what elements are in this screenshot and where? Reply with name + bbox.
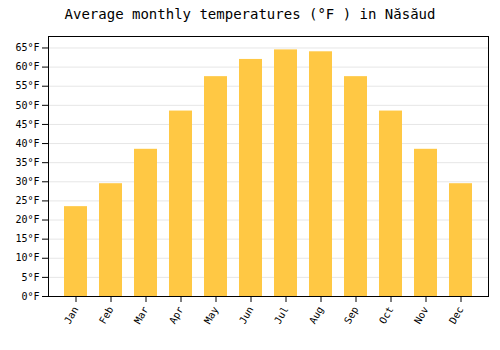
svg-text:15°F: 15°F <box>15 233 39 244</box>
svg-text:55°F: 55°F <box>15 80 39 91</box>
svg-text:25°F: 25°F <box>15 195 39 206</box>
svg-text:Oct: Oct <box>377 305 396 326</box>
svg-text:60°F: 60°F <box>15 61 39 72</box>
html-text:Average monthly temperatures (: Average monthly temperatures (°F ) in Nă… <box>64 6 436 22</box>
svg-text:Mar: Mar <box>132 305 151 326</box>
svg-text:0°F: 0°F <box>21 291 39 302</box>
svg-text:20°F: 20°F <box>15 214 39 225</box>
svg-text:40°F: 40°F <box>15 138 39 149</box>
svg-text:Nov: Nov <box>412 305 431 326</box>
svg-text:Apr: Apr <box>167 305 186 326</box>
svg-text:Dec: Dec <box>447 305 466 326</box>
svg-text:65°F: 65°F <box>15 42 39 53</box>
svg-text:Sep: Sep <box>342 305 361 326</box>
svg-text:Feb: Feb <box>97 305 116 326</box>
svg-text:5°F: 5°F <box>21 272 39 283</box>
svg-text:Aug: Aug <box>307 305 326 326</box>
svg-text:May: May <box>202 305 221 326</box>
svg-text:10°F: 10°F <box>15 252 39 263</box>
svg-text:Jan: Jan <box>62 305 81 326</box>
svg-text:45°F: 45°F <box>15 119 39 130</box>
svg-text:35°F: 35°F <box>15 157 39 168</box>
svg-text:50°F: 50°F <box>15 100 39 111</box>
svg-text:Jun: Jun <box>237 305 256 326</box>
svg-text:Jul: Jul <box>272 305 291 326</box>
svg-text:30°F: 30°F <box>15 176 39 187</box>
